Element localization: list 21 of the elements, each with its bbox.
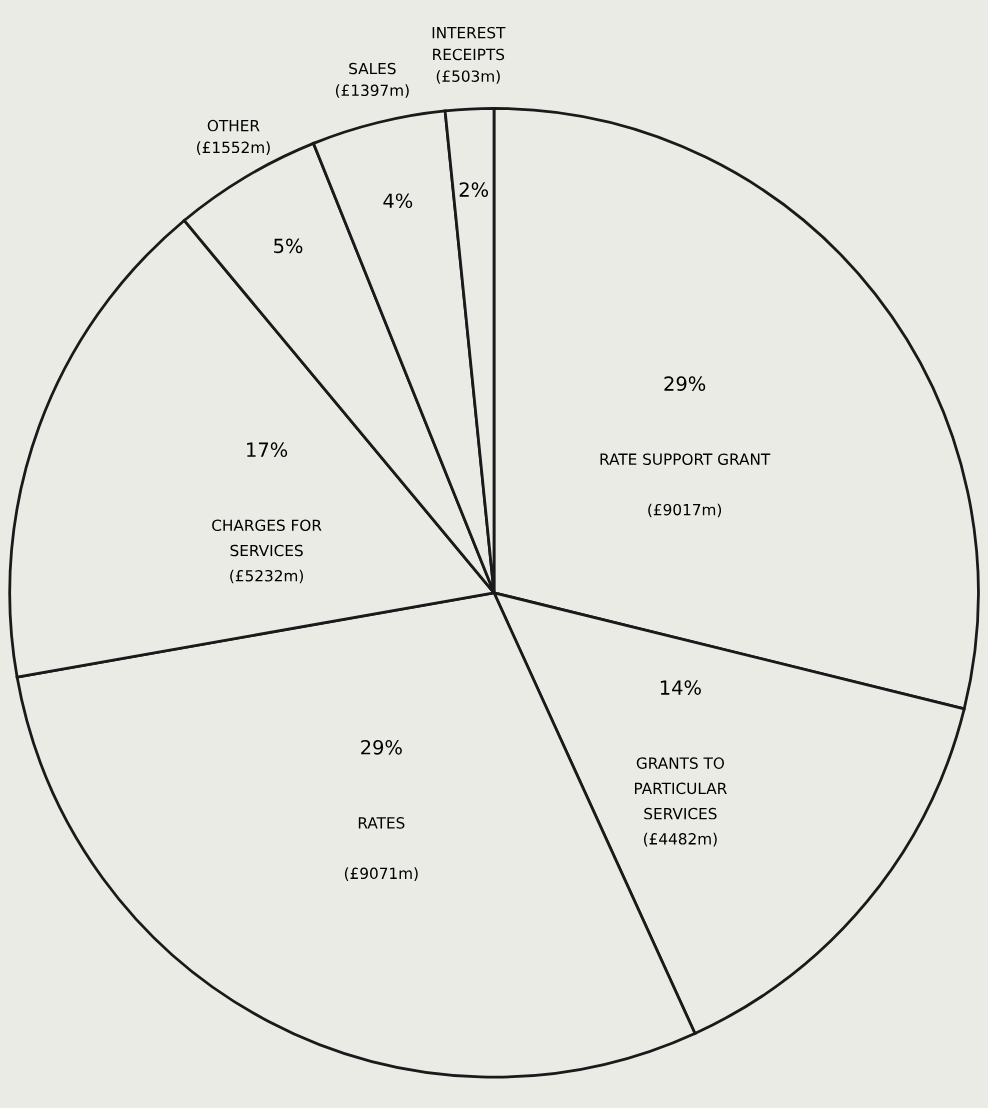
data-label: (£5232m) <box>230 569 303 584</box>
slice-label: SALES <box>349 62 396 75</box>
slice-label: RATE SUPPORT GRANT <box>600 453 771 465</box>
slice-label: GRANTS TO PARTICULAR SERVICES <box>634 757 727 820</box>
text: 29% <box>361 739 402 755</box>
data-label: (£4482m) <box>643 832 717 847</box>
slice-label: CHARGES FOR SERVICES <box>212 519 322 557</box>
text: 29% <box>664 376 706 391</box>
text: 5% <box>274 238 303 254</box>
data-label: (£9071m) <box>344 867 418 881</box>
data-label: (£1552m) <box>197 141 270 155</box>
text: 4% <box>383 193 413 209</box>
data-label: (£9017m) <box>648 503 722 518</box>
slice-label: INTEREST RECEIPTS <box>432 26 506 61</box>
slice-label: OTHER <box>207 119 260 132</box>
text: 14% <box>660 680 701 695</box>
slice-label: RATES <box>358 817 405 829</box>
data-label: (£1397m) <box>335 84 409 98</box>
text: 2% <box>459 182 489 197</box>
text: 17% <box>247 442 288 458</box>
data-label: (£503m) <box>436 70 500 84</box>
